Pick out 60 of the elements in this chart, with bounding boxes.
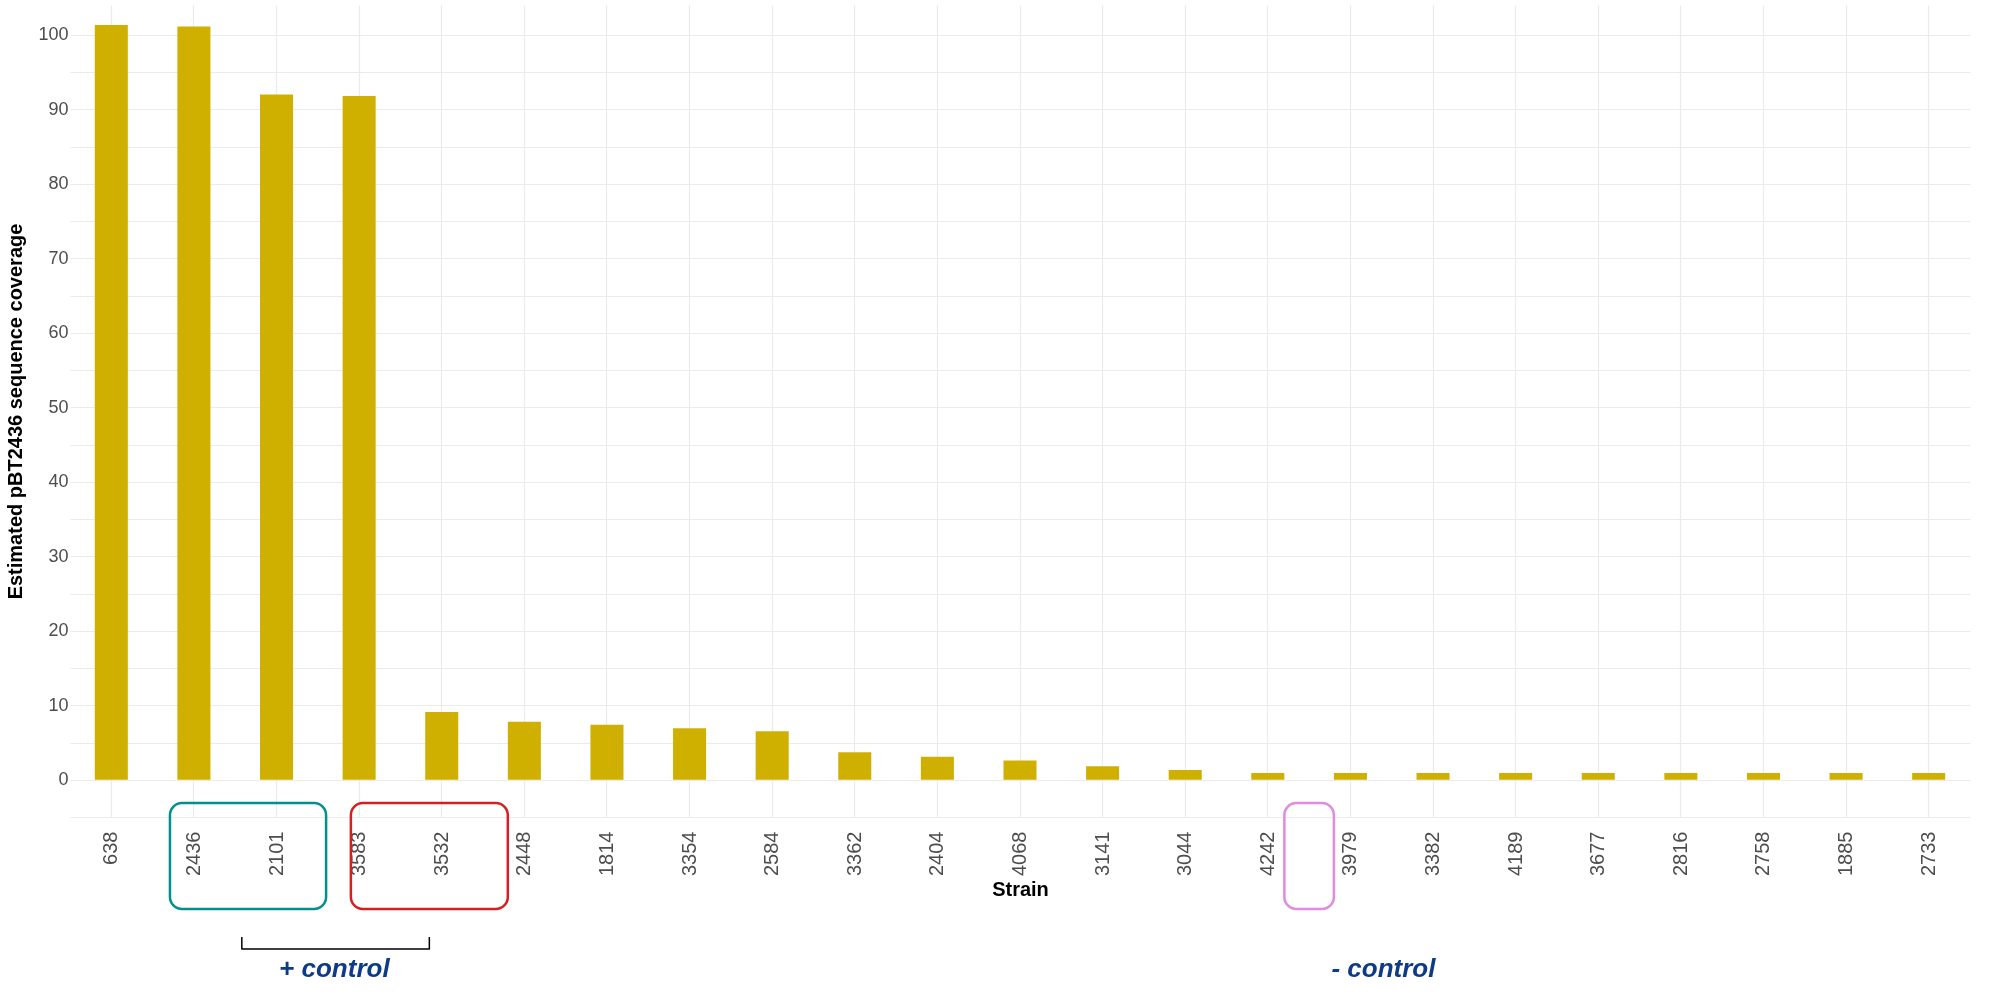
x-tick-label: 2816 — [1668, 831, 1691, 876]
x-tick-label: 638 — [99, 831, 122, 865]
x-tick-label: 4068 — [1008, 831, 1030, 876]
bar — [1829, 773, 1863, 780]
y-tick-label: 10 — [48, 694, 69, 715]
y-tick-label: 30 — [48, 545, 69, 566]
y-tick-label: 40 — [48, 471, 69, 492]
bar — [590, 724, 624, 780]
x-tick-label: 1814 — [594, 831, 617, 876]
bar — [1746, 773, 1780, 780]
bar — [1912, 773, 1946, 780]
y-tick-label: 50 — [48, 396, 69, 417]
x-axis-title: Strain — [992, 877, 1049, 900]
x-tick-label: 4189 — [1503, 831, 1526, 876]
x-tick-label: 2404 — [925, 831, 948, 876]
bar — [1168, 770, 1202, 780]
x-tick-label: 4242 — [1255, 831, 1278, 876]
x-tick-label: 3044 — [1173, 831, 1196, 876]
bar — [838, 752, 872, 780]
text: + control — [279, 953, 391, 983]
x-tick-label: 3382 — [1421, 831, 1444, 876]
bar — [1664, 773, 1698, 780]
bar — [755, 731, 789, 780]
bar — [94, 25, 128, 780]
bar — [260, 94, 294, 780]
bar — [342, 95, 376, 780]
bar — [425, 711, 459, 780]
bar — [1251, 773, 1285, 780]
x-tick-label: 3354 — [677, 831, 700, 876]
x-tick-label: 1885 — [1834, 831, 1857, 876]
bar — [920, 756, 954, 780]
x-tick-label: 3677 — [1586, 831, 1609, 876]
x-tick-label: 3532 — [429, 831, 452, 876]
bar — [1003, 760, 1037, 780]
y-tick-label: 100 — [38, 24, 69, 45]
x-tick-label: 2758 — [1751, 831, 1774, 876]
x-tick-label: 2101 — [264, 831, 287, 876]
bar — [1416, 773, 1450, 780]
x-tick-label: 2448 — [512, 831, 535, 876]
y-tick-label: 60 — [48, 322, 69, 343]
y-tick-label: 0 — [58, 769, 69, 790]
x-tick-label: 2733 — [1916, 831, 1939, 876]
bar — [507, 721, 541, 780]
bar — [1333, 773, 1367, 780]
y-tick-label: 80 — [48, 173, 69, 194]
x-tick-label: 2584 — [760, 831, 783, 876]
bar — [673, 728, 707, 780]
x-tick-label: 2436 — [181, 831, 204, 876]
bar — [1086, 766, 1120, 780]
x-tick-label: 3141 — [1090, 831, 1113, 876]
bar — [177, 26, 211, 780]
y-tick-label: 70 — [48, 247, 69, 268]
x-tick-label: 3979 — [1338, 831, 1361, 876]
bar — [1581, 773, 1615, 780]
y-tick-label: 20 — [48, 620, 69, 641]
bar — [1499, 773, 1533, 780]
y-axis-title: Estimated pBT2436 sequence coverage — [4, 223, 27, 600]
y-tick-label: 90 — [48, 98, 69, 119]
text: - control — [1331, 953, 1437, 983]
x-tick-label: 3362 — [842, 831, 865, 876]
